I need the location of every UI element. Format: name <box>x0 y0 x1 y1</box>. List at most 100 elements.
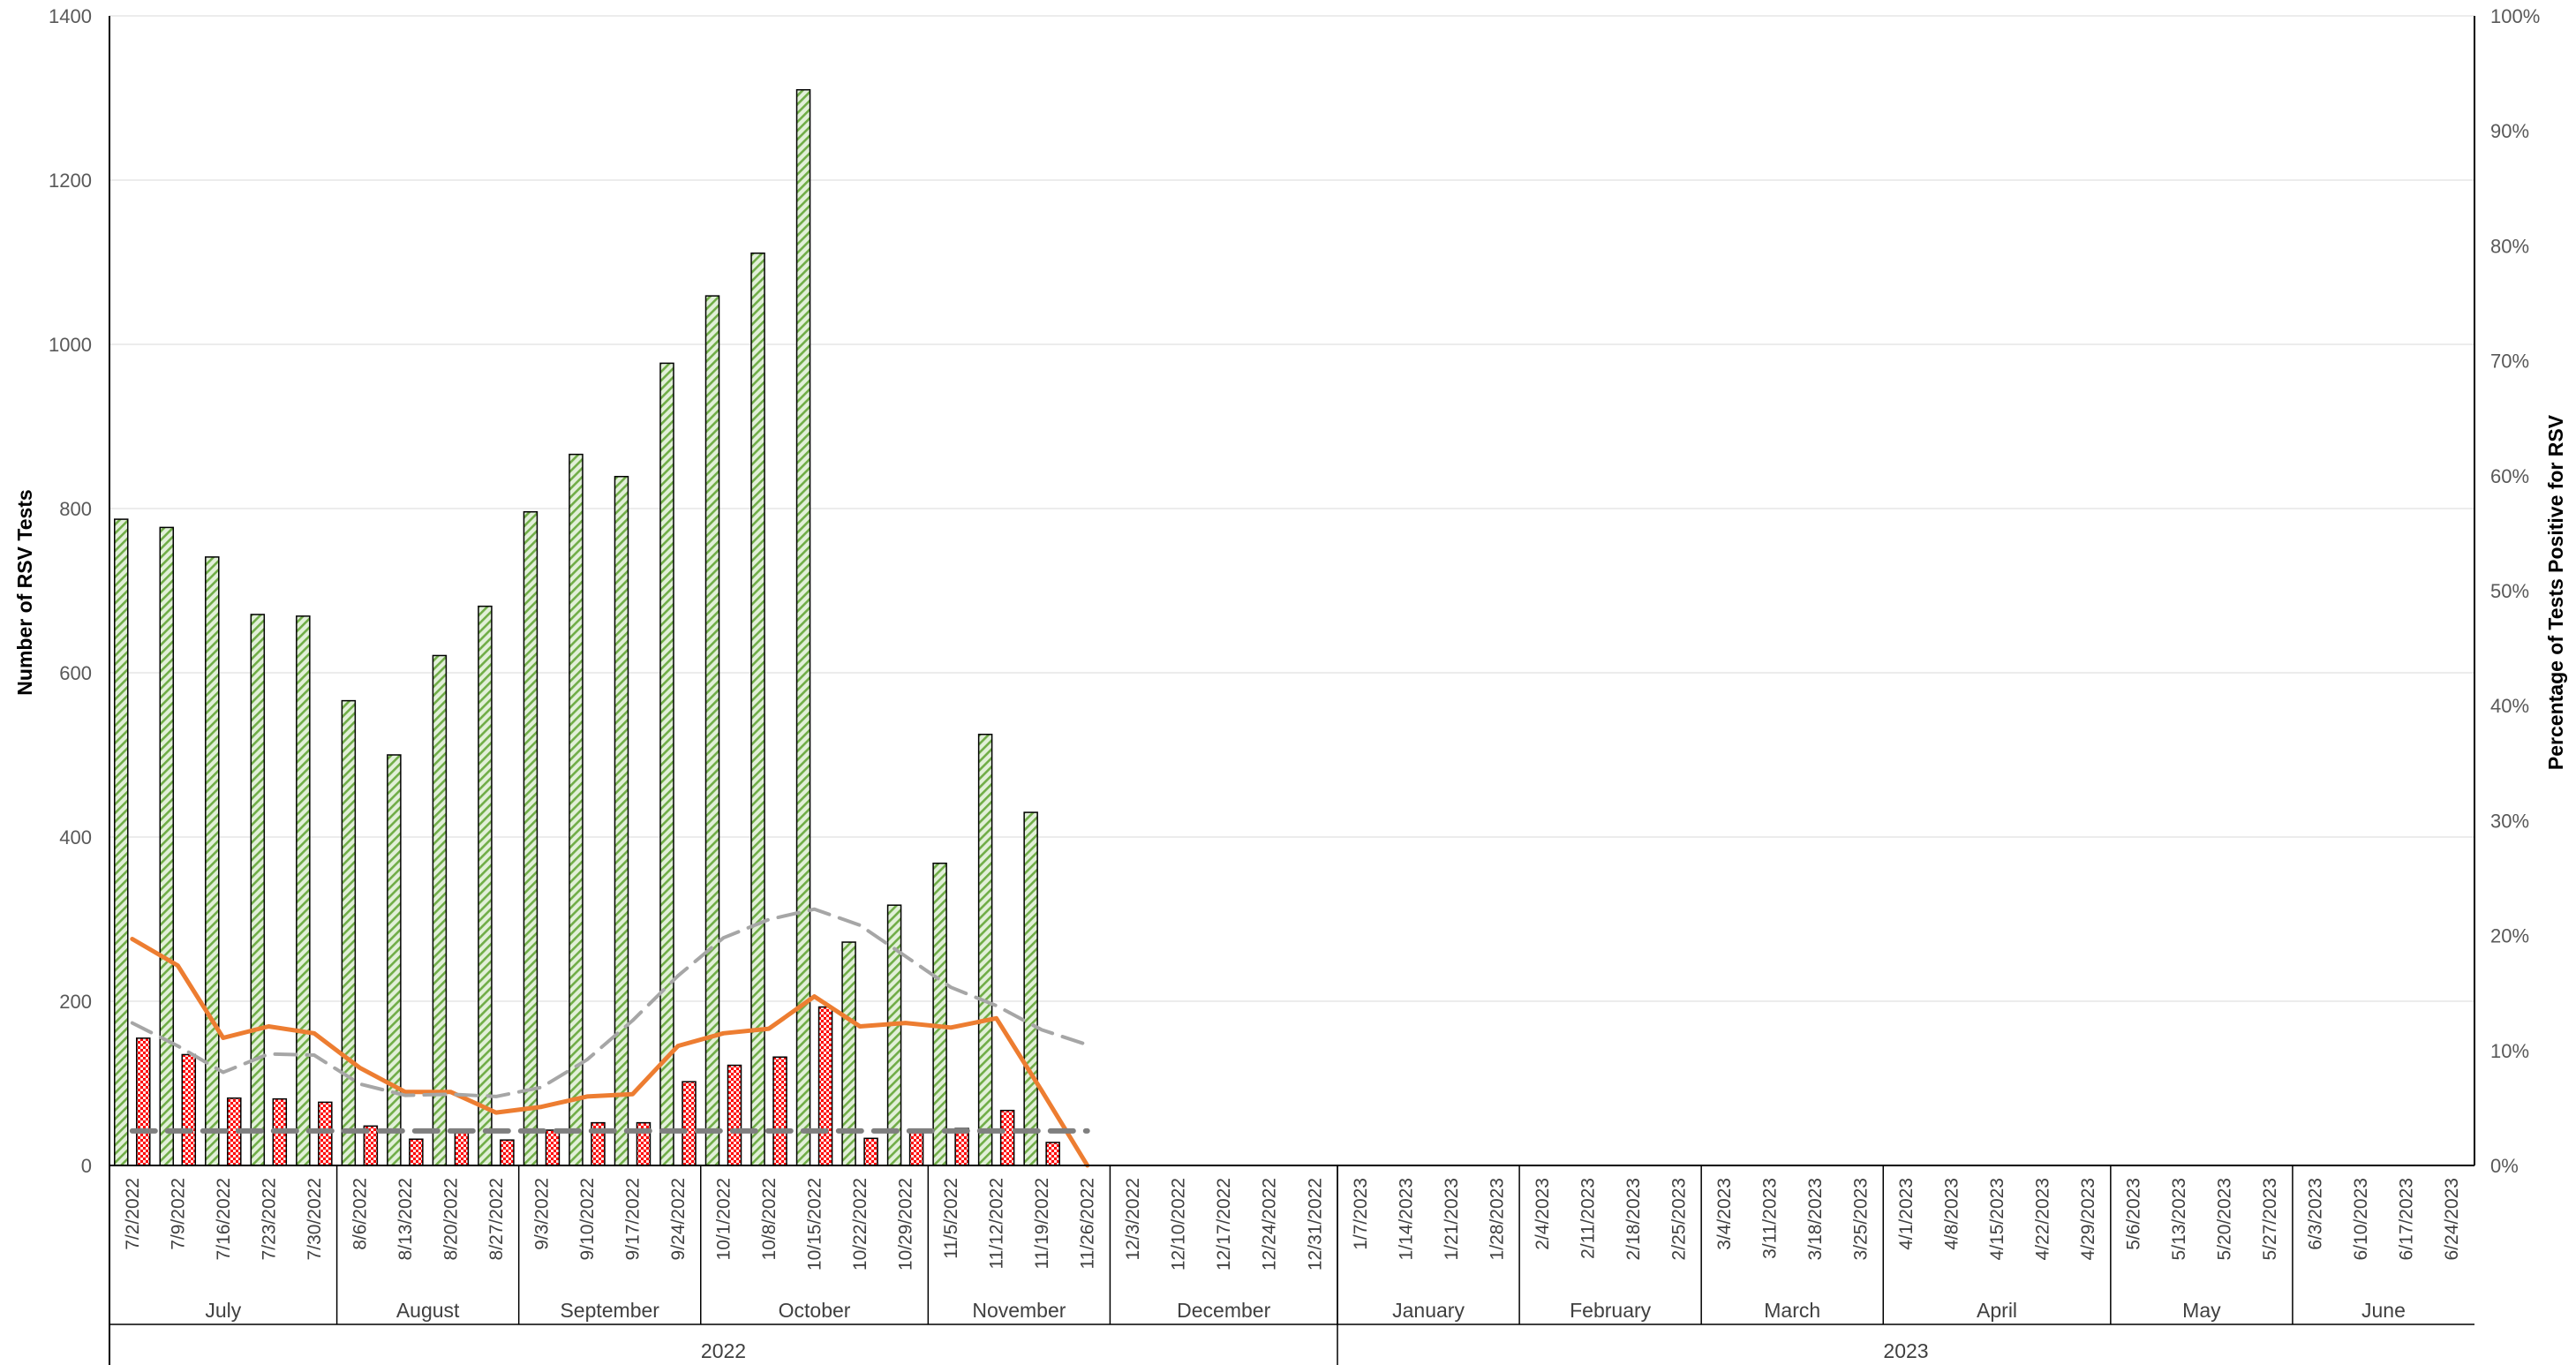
x-category-label: 5/27/2023 <box>2260 1178 2280 1260</box>
x-category-label: 5/6/2023 <box>2124 1178 2144 1250</box>
x-category-label: 8/6/2022 <box>350 1178 370 1250</box>
x-category-label: 12/3/2022 <box>1123 1178 1143 1260</box>
percent-positive-line <box>130 937 1090 1168</box>
total-tests-bar <box>432 654 448 1166</box>
bars <box>114 88 1060 1166</box>
positive-tests-bar <box>999 1109 1015 1166</box>
positive-tests-bar <box>136 1037 151 1166</box>
total-tests-bar <box>977 734 993 1166</box>
y2-tick-label: 60% <box>2490 465 2529 487</box>
x-category-label: 1/7/2023 <box>1351 1178 1371 1250</box>
x-category-label: 1/21/2023 <box>1442 1178 1462 1260</box>
x-category-label: 7/2/2022 <box>123 1178 143 1250</box>
y-tick-label: 1200 <box>49 170 92 192</box>
total-tests-bar <box>250 614 266 1166</box>
y2-tick-label: 80% <box>2490 235 2529 257</box>
y2-tick-label: 0% <box>2490 1155 2519 1177</box>
y2-tick-label: 100% <box>2490 5 2540 27</box>
x-category-label: 8/27/2022 <box>486 1178 507 1260</box>
x-category-label: 3/4/2023 <box>1714 1178 1735 1250</box>
labels: 0 200 400 600 800 1000 1200 1400 0% 10% 20% 30% 40% 5… <box>49 5 2540 1362</box>
x-category-label: 3/25/2023 <box>1850 1178 1871 1260</box>
total-tests-bar <box>478 605 493 1166</box>
y2-tick-label: 30% <box>2490 810 2529 832</box>
x-category-label: 5/20/2023 <box>2215 1178 2235 1260</box>
y2-axis-title: Percentage of Tests Positive for RSV <box>2544 414 2567 770</box>
y2-tick-label: 10% <box>2490 1040 2529 1062</box>
positive-tests-bar <box>954 1127 969 1166</box>
x-category-label: 10/29/2022 <box>896 1178 916 1271</box>
x-category-label: 2/11/2023 <box>1578 1178 1598 1259</box>
total-tests-bar <box>569 453 584 1166</box>
y-tick-label: 1000 <box>49 334 92 356</box>
year-label: 2023 <box>1883 1339 1928 1362</box>
positive-tests-bar <box>409 1138 424 1166</box>
month-label: November <box>972 1299 1066 1322</box>
month-label: February <box>1570 1299 1652 1322</box>
total-tests-bar <box>205 556 220 1166</box>
positive-tests-bar <box>772 1056 787 1166</box>
x-category-label: 7/16/2022 <box>214 1178 234 1260</box>
month-label: August <box>396 1299 460 1322</box>
reference-dashed-line <box>130 907 1089 1098</box>
y2-tick-label: 90% <box>2490 120 2529 142</box>
x-category-label: 11/26/2022 <box>1078 1178 1098 1270</box>
x-category-label: 3/11/2023 <box>1759 1178 1780 1259</box>
positive-tests-bar <box>908 1131 924 1166</box>
x-category-label: 12/31/2022 <box>1305 1178 1325 1271</box>
x-category-label: 10/22/2022 <box>850 1178 870 1271</box>
total-tests-bar <box>1023 811 1038 1166</box>
positive-tests-bar <box>181 1053 197 1166</box>
positive-tests-bar <box>863 1137 878 1166</box>
y2-tick-label: 70% <box>2490 351 2529 373</box>
total-tests-bar <box>159 526 175 1166</box>
x-category-label: 11/12/2022 <box>987 1178 1007 1270</box>
y-tick-label: 0 <box>81 1155 92 1177</box>
total-tests-bar <box>387 754 402 1166</box>
y2-tick-label: 40% <box>2490 695 2529 717</box>
month-label: October <box>779 1299 851 1322</box>
month-label: July <box>205 1299 241 1322</box>
y-tick-label: 400 <box>59 826 92 848</box>
axes <box>109 16 2475 1365</box>
x-category-label: 10/8/2022 <box>759 1178 780 1260</box>
x-category-label: 9/24/2022 <box>668 1178 689 1260</box>
total-tests-bar <box>114 518 129 1166</box>
x-category-label: 12/17/2022 <box>1214 1178 1234 1271</box>
month-label: June <box>2361 1299 2406 1322</box>
x-category-label: 4/22/2023 <box>2033 1178 2053 1260</box>
month-label: September <box>560 1299 659 1322</box>
positive-tests-bar <box>454 1132 470 1166</box>
x-category-label: 4/1/2023 <box>1896 1178 1917 1250</box>
total-tests-bar <box>341 699 357 1166</box>
x-category-label: 4/15/2023 <box>1987 1178 2007 1260</box>
y-axis-title: Number of RSV Tests <box>13 489 36 695</box>
total-tests-bar <box>932 863 947 1166</box>
month-label: January <box>1392 1299 1465 1322</box>
x-category-label: 9/17/2022 <box>622 1178 643 1260</box>
x-category-label: 7/30/2022 <box>305 1178 325 1260</box>
x-category-label: 8/13/2022 <box>395 1178 416 1260</box>
x-category-label: 12/24/2022 <box>1260 1178 1280 1271</box>
x-category-label: 9/3/2022 <box>531 1178 552 1250</box>
x-category-label: 6/24/2023 <box>2442 1178 2462 1260</box>
x-category-label: 9/10/2022 <box>577 1178 598 1260</box>
gridlines <box>109 15 2474 1002</box>
total-tests-bar <box>659 362 674 1166</box>
x-category-label: 4/29/2023 <box>2078 1178 2098 1260</box>
y-tick-label: 1400 <box>49 5 92 27</box>
x-category-label: 4/8/2023 <box>1942 1178 1962 1250</box>
month-label: March <box>1764 1299 1820 1322</box>
positive-tests-bar <box>682 1081 697 1166</box>
positive-tests-bar <box>1045 1142 1060 1166</box>
x-category-label: 2/18/2023 <box>1623 1178 1644 1260</box>
x-category-label: 10/1/2022 <box>714 1178 734 1260</box>
total-tests-bar <box>523 510 539 1166</box>
x-category-label: 11/5/2022 <box>941 1178 961 1259</box>
positive-tests-bar <box>500 1139 515 1166</box>
y-tick-label: 600 <box>59 662 92 684</box>
month-label: December <box>1177 1299 1270 1322</box>
x-category-label: 6/10/2023 <box>2351 1178 2371 1260</box>
x-category-label: 5/13/2023 <box>2169 1178 2189 1260</box>
